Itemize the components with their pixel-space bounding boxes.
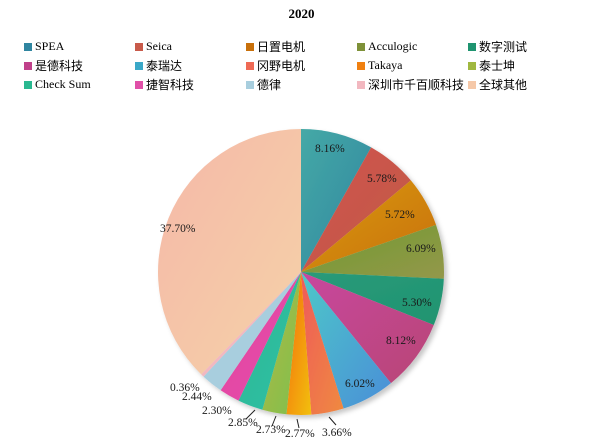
pie-slice [238,272,301,410]
legend-swatch [135,42,143,51]
leader-line [328,416,337,426]
data-label: 6.02% [345,378,375,390]
data-label: 37.70% [160,223,196,235]
legend-item-teradyne: 泰瑞达 [135,57,246,74]
pie-slice [301,180,437,272]
legend-item-hioki: 日置电机 [246,38,357,55]
data-label: 2.44% [182,391,212,403]
legend-label: 冈野电机 [257,59,306,73]
leader-lines [245,409,337,429]
legend-label: Acculogic [368,39,418,53]
pie-slice [262,272,301,415]
legend-row: 是德科技 泰瑞达 冈野电机 Takaya 泰士坤 [24,56,599,75]
leader-line [296,418,300,429]
leader-line [245,409,256,420]
data-label: 8.12% [386,335,416,347]
legend-label: 泰士坤 [479,59,516,73]
pie-slices [157,128,444,416]
legend-swatch [468,42,476,51]
legend-item-taishikun: 泰士坤 [468,57,579,74]
pie-slice [201,272,301,377]
legend-item-spea: SPEA [24,39,135,54]
legend-item-tri: 德律 [246,76,357,93]
pie-slice [301,272,434,384]
legend-item-okano: 冈野电机 [246,57,357,74]
legend-swatch [246,42,254,51]
legend-swatch [246,61,254,70]
legend-row: SPEA Seica 日置电机 Acculogic 数字测试 [24,37,599,56]
legend: SPEA Seica 日置电机 Acculogic 数字测试 是德科技 泰瑞达 … [24,37,599,94]
chart-title: 2020 [288,6,315,21]
data-label: 5.72% [385,209,415,221]
pie-slice [301,129,372,272]
legend-swatch [24,80,32,89]
legend-swatch [135,80,143,89]
legend-swatch [357,80,365,89]
pie-slice [157,128,301,375]
data-label: 5.78% [367,173,397,185]
data-label: 5.30% [402,297,432,309]
pie-slice [301,272,391,409]
pie-slice [220,272,301,401]
legend-label: 日置电机 [257,40,306,54]
legend-label: 德律 [257,78,282,92]
data-label: 2.77% [285,428,315,440]
legend-item-checksum: Check Sum [24,77,135,92]
legend-label: SPEA [35,39,65,53]
legend-item-digitaltest: 数字测试 [468,38,579,55]
legend-swatch [357,61,365,70]
legend-label: 全球其他 [479,78,528,92]
legend-item-qianbaishun: 深圳市千百顺科技 [357,76,468,93]
legend-item-others: 全球其他 [468,76,579,93]
data-label: 0.36% [170,382,200,394]
data-label: 2.73% [256,424,286,436]
data-label: 3.66% [322,427,352,439]
pie-slice [301,272,344,415]
data-label: 6.09% [406,243,436,255]
legend-label: 泰瑞达 [146,59,183,73]
legend-swatch [135,61,143,70]
legend-label: Seica [146,39,172,53]
pie-slice [301,147,411,272]
legend-item-keysight: 是德科技 [24,57,135,74]
legend-item-jiezhi: 捷智科技 [135,76,246,93]
data-labels: 8.16% 5.78% 5.72% 6.09% 5.30% 8.12% 6.02% 3.66%… [160,143,436,440]
legend-label: 捷智科技 [146,78,195,92]
legend-item-seica: Seica [135,39,246,54]
data-label: 8.16% [315,143,345,155]
legend-swatch [24,42,32,51]
data-label: 2.85% [228,417,258,429]
leader-line [271,415,277,427]
legend-item-takaya: Takaya [357,58,468,73]
pie-slice [301,272,444,326]
legend-swatch [357,42,365,51]
legend-label: Takaya [368,58,403,72]
legend-swatch [468,80,476,89]
legend-label: 深圳市千百顺科技 [368,78,465,92]
pie-slice [203,272,301,391]
legend-label: Check Sum [35,77,91,91]
legend-swatch [24,61,32,70]
legend-label: 数字测试 [479,40,528,54]
legend-swatch [468,61,476,70]
legend-label: 是德科技 [35,59,84,73]
legend-swatch [246,80,254,89]
legend-item-acculogic: Acculogic [357,39,468,54]
pie-slice [286,272,312,416]
legend-row: Check Sum 捷智科技 德律 深圳市千百顺科技 全球其他 [24,75,599,94]
data-label: 2.30% [202,405,232,417]
pie-slice [301,224,444,279]
